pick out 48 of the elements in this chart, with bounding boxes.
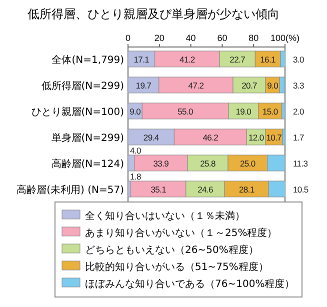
data-label: 11.3 bbox=[293, 158, 308, 168]
data-label: 55.0 bbox=[178, 106, 194, 116]
data-label: 10.7 bbox=[266, 132, 282, 142]
x-tick-label: 100(%) bbox=[270, 33, 300, 43]
y-tick-label: 単身層(N=299) bbox=[51, 132, 124, 144]
data-label: 2.0 bbox=[293, 106, 304, 116]
y-tick-label: 高齢層(未利用) (N=57) bbox=[16, 184, 124, 196]
data-label: 12.0 bbox=[248, 132, 264, 142]
data-label: 46.2 bbox=[202, 132, 219, 142]
data-label: 33.9 bbox=[153, 158, 170, 168]
data-label: 35.1 bbox=[150, 184, 167, 194]
data-label: 4.0 bbox=[130, 146, 142, 156]
x-tick-label: 20 bbox=[154, 33, 164, 43]
y-tick-label: 全体(N=1,799) bbox=[52, 54, 124, 66]
legend-label: 比較的知り合いがいる（51~75%程度） bbox=[85, 261, 268, 273]
data-label: 19.7 bbox=[136, 80, 152, 90]
legend-label: どちらともいえない（26~50%程度） bbox=[85, 244, 258, 256]
x-tick-label: 40 bbox=[186, 33, 196, 43]
data-label: 9.0 bbox=[267, 80, 279, 90]
y-tick-label: 高齢層(N=124) bbox=[51, 158, 124, 170]
data-label: 25.8 bbox=[200, 158, 216, 168]
data-label: 10.5 bbox=[293, 184, 309, 194]
data-label: 9.0 bbox=[130, 106, 142, 116]
legend-label: 全く知り合いはいない（１％未満） bbox=[85, 210, 245, 222]
x-tick-label: 80 bbox=[248, 33, 259, 43]
data-label: 1.8 bbox=[130, 172, 142, 182]
legend-label: あまり知り合いがいない（１～25%程度） bbox=[85, 227, 278, 239]
data-label: 22.7 bbox=[230, 54, 246, 64]
data-label: 17.1 bbox=[134, 54, 150, 64]
x-tick-label: 0 bbox=[125, 33, 131, 43]
y-tick-label: 低所得層(N=299) bbox=[41, 80, 124, 92]
x-tick-label: 60 bbox=[217, 33, 228, 43]
data-label: 25.0 bbox=[240, 158, 256, 168]
legend-label: ほぼみんな知り合いである（76~100%程度） bbox=[85, 278, 295, 290]
data-label: 16.1 bbox=[260, 54, 276, 64]
y-tick-label: ひとり親層(N=100) bbox=[31, 106, 124, 118]
data-label: 29.4 bbox=[143, 132, 160, 142]
data-label: 41.2 bbox=[180, 54, 196, 64]
data-label: 19.0 bbox=[236, 106, 252, 116]
data-label: 1.7 bbox=[293, 132, 304, 142]
data-label: 28.1 bbox=[238, 184, 255, 194]
data-label: 3.0 bbox=[293, 54, 304, 64]
data-label: 3.3 bbox=[293, 80, 304, 90]
data-label: 47.2 bbox=[188, 80, 204, 90]
data-label: 15.0 bbox=[262, 106, 278, 116]
data-label: 24.6 bbox=[198, 184, 214, 194]
chart-title: 低所得層、ひとり親層及び単身層が少ない傾向 bbox=[28, 7, 280, 21]
data-label: 20.7 bbox=[242, 80, 258, 90]
